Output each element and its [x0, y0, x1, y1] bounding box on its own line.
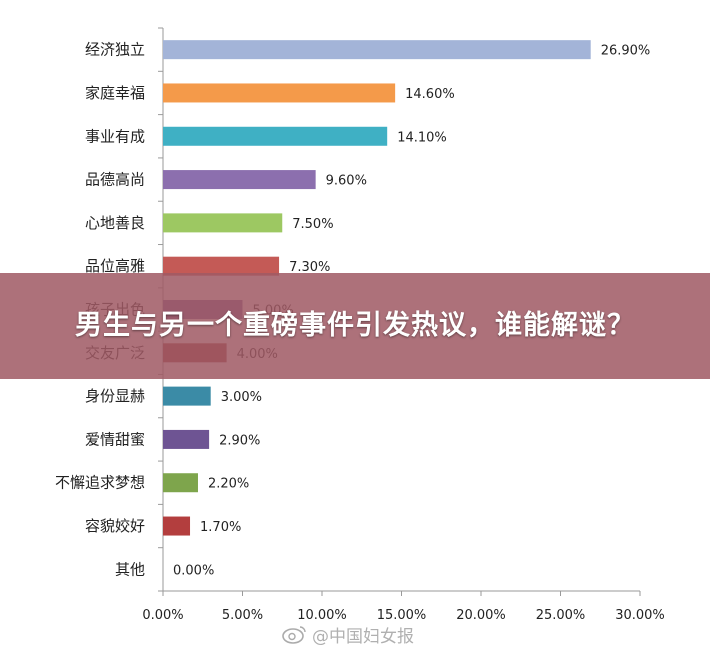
value-label: 9.60% — [326, 174, 367, 189]
bar — [163, 213, 283, 233]
value-label: 3.00% — [221, 390, 262, 405]
category-label: 身份显赫 — [85, 387, 145, 405]
headline-banner: 男生与另一个重磅事件引发热议，谁能解谜？ — [0, 273, 710, 379]
category-label: 品位高雅 — [85, 257, 145, 275]
weibo-icon — [282, 626, 306, 644]
x-tick-label: 20.00% — [456, 608, 506, 623]
x-tick-label: 15.00% — [377, 608, 427, 623]
bar — [163, 386, 211, 406]
value-label: 26.90% — [601, 44, 651, 59]
category-label: 心地善良 — [85, 214, 145, 232]
value-label: 7.30% — [289, 260, 330, 275]
category-label: 品德高尚 — [85, 171, 145, 189]
watermark: @中国妇女报 — [282, 622, 414, 647]
category-label: 爱情甜蜜 — [85, 430, 145, 448]
x-tick-label: 10.00% — [297, 608, 347, 623]
category-label: 经济独立 — [85, 41, 145, 59]
x-tick-label: 5.00% — [222, 608, 263, 623]
bar — [163, 473, 198, 493]
category-label: 事业有成 — [85, 127, 145, 145]
bar — [163, 516, 191, 536]
value-label: 14.10% — [397, 130, 447, 145]
bar — [163, 256, 280, 276]
bar — [163, 170, 316, 190]
bar — [163, 83, 396, 103]
value-label: 1.70% — [200, 520, 241, 535]
x-tick-label: 25.00% — [536, 608, 586, 623]
bar — [163, 40, 591, 60]
headline-text: 男生与另一个重磅事件引发热议，谁能解谜？ — [75, 310, 635, 341]
category-label: 其他 — [115, 560, 145, 578]
bar — [163, 429, 210, 449]
value-label: 14.60% — [405, 87, 455, 102]
value-label: 0.00% — [173, 563, 214, 578]
value-label: 2.90% — [219, 433, 260, 448]
value-label: 2.20% — [208, 477, 249, 492]
bar — [163, 126, 388, 146]
category-label: 不懈追求梦想 — [55, 474, 145, 492]
watermark-text: @中国妇女报 — [312, 626, 414, 647]
x-tick-label: 30.00% — [615, 608, 665, 623]
category-label: 容貌姣好 — [85, 517, 145, 535]
x-tick-label: 0.00% — [142, 608, 183, 623]
value-label: 7.50% — [292, 217, 333, 232]
category-label: 家庭幸福 — [85, 84, 145, 102]
